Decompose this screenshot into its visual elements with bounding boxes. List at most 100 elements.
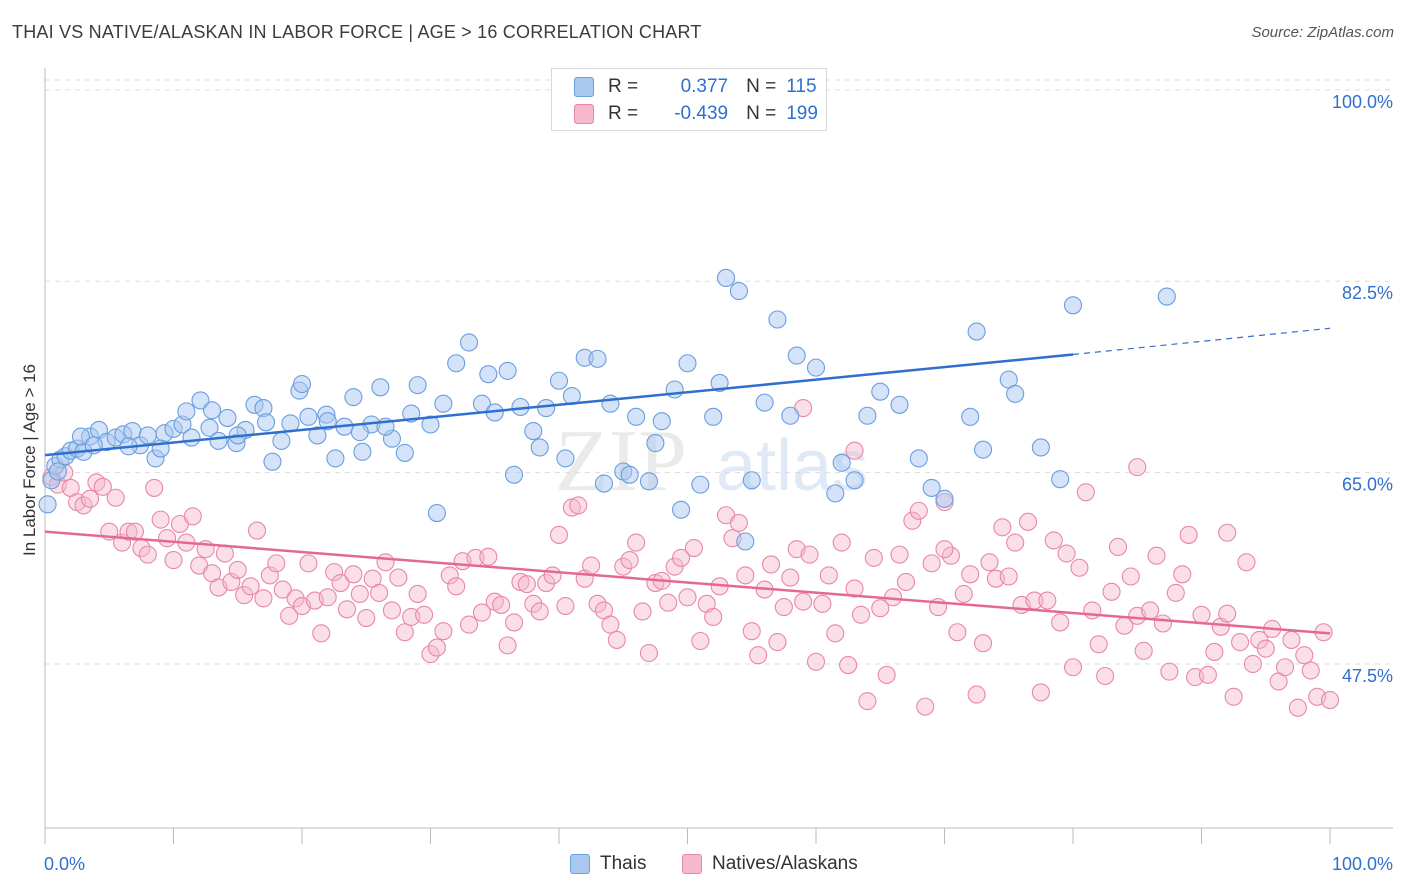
point-natives [1282, 630, 1301, 649]
point-natives [839, 656, 858, 675]
point-thais [627, 407, 646, 426]
axes [44, 68, 1393, 844]
point-natives [678, 588, 697, 607]
y-tick-label: 47.5% [1342, 666, 1393, 686]
point-natives [357, 608, 376, 628]
point-natives [941, 546, 960, 565]
point-natives [768, 633, 787, 652]
point-natives [819, 566, 838, 585]
point-thais [639, 472, 659, 491]
point-natives [427, 638, 446, 657]
point-thais [353, 442, 372, 461]
point-thais [272, 431, 291, 450]
point-thais [967, 322, 986, 341]
point-natives [582, 556, 601, 575]
point-natives [106, 488, 125, 507]
point-thais [263, 452, 282, 471]
point-natives [183, 507, 202, 526]
point-thais [858, 406, 877, 425]
point-natives [614, 557, 633, 576]
point-natives [247, 521, 267, 540]
legend-r-value: 0.377 [680, 76, 729, 97]
point-thais [138, 426, 157, 445]
point-natives [125, 522, 144, 541]
point-natives [729, 513, 748, 532]
point-natives [1147, 546, 1166, 565]
point-natives [659, 593, 678, 612]
point-natives [1205, 642, 1224, 661]
point-thais [806, 358, 826, 377]
point-natives [832, 533, 851, 552]
point-natives [1211, 617, 1230, 636]
point-natives [916, 697, 935, 716]
point-natives [1224, 687, 1243, 706]
point-natives [543, 566, 562, 585]
point-natives [376, 553, 395, 572]
point-natives [909, 501, 928, 520]
point-natives [517, 575, 536, 594]
point-natives [639, 643, 659, 663]
legend-label-thais: Thais [600, 853, 647, 874]
point-natives [851, 605, 871, 624]
point-thais [871, 382, 890, 401]
chart-title: THAI VS NATIVE/ALASKAN IN LABOR FORCE | … [12, 22, 702, 42]
point-thais [427, 504, 446, 523]
point-thais [678, 354, 697, 373]
point-thais [218, 408, 237, 427]
point-natives [684, 539, 703, 558]
point-thais [755, 393, 774, 412]
point-thais [742, 471, 761, 490]
point-thais [620, 465, 639, 484]
point-natives [999, 567, 1018, 586]
point-natives [1018, 512, 1038, 531]
point-thais [1051, 470, 1070, 489]
point-thais [191, 391, 210, 410]
point-natives [119, 522, 138, 541]
point-natives [1301, 661, 1320, 680]
legend-n-label: N = [746, 76, 777, 97]
point-natives [1288, 698, 1307, 717]
point-natives [1218, 604, 1237, 623]
point-natives [318, 588, 337, 607]
point-thais [318, 412, 337, 431]
point-natives [498, 636, 517, 655]
point-natives [267, 554, 286, 573]
point-natives [1038, 591, 1057, 610]
source-label: Source: ZipAtlas.com [1251, 24, 1394, 41]
trend-lines [44, 327, 1331, 635]
legend-row-natives: R = -0.439 N = 199 [574, 101, 818, 127]
legend-n-value: 115 [786, 76, 817, 97]
point-thais [421, 415, 440, 434]
point-natives [524, 594, 543, 613]
point-natives [389, 568, 408, 587]
point-natives [800, 545, 819, 564]
point-natives [1256, 639, 1275, 658]
point-thais [716, 268, 736, 288]
legend-swatch-blue [574, 77, 594, 97]
point-natives [421, 645, 440, 664]
point-thais [177, 402, 196, 421]
point-thais [498, 361, 517, 380]
point-natives [813, 594, 832, 613]
point-natives [961, 565, 980, 584]
point-thais [1006, 384, 1025, 403]
y-tick-label: 82.5% [1342, 283, 1393, 303]
point-thais [371, 378, 390, 397]
point-natives [1102, 582, 1121, 601]
point-thais [601, 394, 620, 413]
point-thais [909, 449, 928, 468]
point-thais [768, 310, 787, 329]
point-natives [556, 596, 575, 616]
point-natives [864, 548, 883, 567]
legend-r-label: R = [608, 103, 639, 124]
point-thais [395, 443, 414, 462]
point-natives [1243, 654, 1262, 674]
point-natives [569, 496, 588, 515]
point-natives [704, 607, 723, 626]
legend-swatch-thais [570, 854, 590, 874]
point-natives [145, 478, 164, 497]
point-natives [504, 613, 524, 632]
point-thais [71, 427, 91, 446]
point-natives [1179, 525, 1198, 544]
point-thais [781, 406, 800, 425]
